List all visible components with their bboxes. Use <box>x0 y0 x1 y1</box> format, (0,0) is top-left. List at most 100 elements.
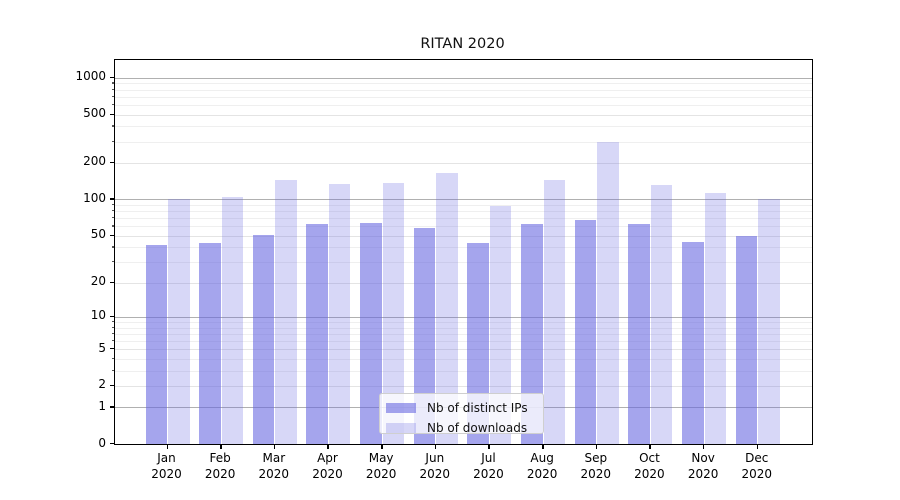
x-tick-label-jun: Jun 2020 <box>419 451 451 481</box>
bar-ips-oct <box>628 224 650 444</box>
bar-downloads-apr <box>328 184 351 444</box>
y-minor-tick-mark-6 <box>111 339 114 342</box>
bar-ips-jun <box>413 227 436 444</box>
y-tick-label-10: 10 <box>90 308 106 323</box>
gridline-600 <box>115 104 812 106</box>
bar-downloads-mar <box>275 180 297 444</box>
y-minor-tick-mark-30 <box>111 260 114 263</box>
y-minor-tick-mark-400 <box>111 125 114 127</box>
gridline-100 <box>115 199 812 201</box>
legend-item-distinct-ips: Nb of distinct IPs <box>380 398 543 418</box>
x-tick-mark-jan <box>166 444 168 450</box>
bar-downloads-jun <box>436 172 458 444</box>
gridline-90 <box>115 204 812 206</box>
y-minor-tick-mark-60 <box>111 225 114 227</box>
legend-item-downloads: Nb of downloads <box>380 418 543 438</box>
gridline-400 <box>115 126 812 128</box>
y-tick-mark-2 <box>109 384 114 387</box>
y-minor-tick-mark-9 <box>111 320 114 323</box>
bar-ips-apr <box>306 224 328 444</box>
x-tick-mark-oct <box>649 444 651 450</box>
y-tick-mark-1 <box>109 406 114 408</box>
y-minor-tick-mark-90 <box>111 203 114 206</box>
gridline-200 <box>115 162 812 164</box>
y-minor-tick-mark-800 <box>111 88 114 91</box>
y-minor-tick-mark-40 <box>111 246 114 248</box>
bar-downloads-aug <box>543 180 566 444</box>
x-tick-mark-sep <box>595 444 598 450</box>
legend-swatch-downloads <box>386 423 416 433</box>
x-tick-label-nov: Nov 2020 <box>687 451 719 481</box>
gridline-5 <box>115 349 812 351</box>
y-tick-mark-5 <box>109 348 114 350</box>
y-minor-tick-mark-4 <box>111 357 114 360</box>
x-tick-label-dec: Dec 2020 <box>741 451 773 481</box>
bar-ips-may <box>360 222 382 444</box>
y-minor-tick-mark-700 <box>111 95 114 98</box>
bar-downloads-nov <box>704 193 727 444</box>
y-tick-mark-20 <box>109 281 114 284</box>
legend: Nb of distinct IPs Nb of downloads <box>379 393 544 435</box>
y-minor-tick-mark-8 <box>111 326 114 328</box>
x-tick-label-jan: Jan 2020 <box>151 451 182 481</box>
gridline-20 <box>115 282 812 284</box>
y-tick-label-1: 1 <box>98 398 106 413</box>
bar-ips-aug <box>521 224 543 444</box>
y-minor-tick-mark-900 <box>111 82 114 84</box>
bar-ips-sep <box>574 219 597 444</box>
x-tick-label-jul: Jul 2020 <box>473 451 504 481</box>
gridline-9 <box>115 321 812 323</box>
plot-area <box>114 59 813 445</box>
y-minor-tick-mark-600 <box>111 103 114 106</box>
x-tick-label-may: May 2020 <box>365 451 397 481</box>
gridline-700 <box>115 96 812 98</box>
chart-title: RITAN 2020 <box>420 36 505 52</box>
bar-ips-nov <box>682 242 704 444</box>
gridline-80 <box>115 211 812 213</box>
y-minor-tick-mark-80 <box>111 210 114 212</box>
x-tick-mark-jun <box>434 444 437 450</box>
x-tick-label-aug: Aug 2020 <box>526 451 558 481</box>
y-minor-tick-mark-70 <box>111 217 114 219</box>
y-tick-label-0: 0 <box>98 435 106 450</box>
y-tick-mark-200 <box>109 161 114 164</box>
y-tick-label-200: 200 <box>83 154 106 169</box>
y-tick-mark-1000 <box>109 76 114 79</box>
legend-label-downloads: Nb of downloads <box>427 421 528 435</box>
x-tick-label-sep: Sep 2020 <box>580 451 612 481</box>
y-tick-mark-50 <box>109 234 114 236</box>
gridline-300 <box>115 141 812 143</box>
x-tick-label-feb: Feb 2020 <box>204 451 236 481</box>
bar-downloads-oct <box>650 185 673 444</box>
bar-downloads-may <box>382 182 405 444</box>
bar-downloads-feb <box>221 196 244 444</box>
y-tick-label-1000: 1000 <box>75 69 106 84</box>
gridline-500 <box>115 114 812 116</box>
x-tick-mark-mar <box>273 444 276 450</box>
y-tick-label-2: 2 <box>98 377 106 392</box>
gridline-900 <box>115 83 812 85</box>
gridline-3 <box>115 370 812 372</box>
y-tick-mark-500 <box>109 113 114 115</box>
bar-downloads-jul <box>489 206 512 444</box>
gridline-800 <box>115 89 812 91</box>
x-tick-mark-may <box>381 444 383 450</box>
x-tick-mark-dec <box>756 444 759 450</box>
gridline-7 <box>115 333 812 335</box>
y-tick-label-50: 50 <box>90 227 106 242</box>
y-tick-label-20: 20 <box>90 274 106 289</box>
x-tick-label-mar: Mar 2020 <box>258 451 290 481</box>
x-tick-mark-aug <box>542 444 544 450</box>
y-tick-label-500: 500 <box>83 106 106 120</box>
bar-downloads-dec <box>758 199 780 444</box>
gridline-2 <box>115 385 812 387</box>
bar-ips-jan <box>145 244 167 444</box>
x-tick-mark-apr <box>327 444 329 450</box>
gridline-60 <box>115 226 812 228</box>
gridline-10 <box>115 316 812 318</box>
gridline-6 <box>115 340 812 342</box>
y-minor-tick-mark-7 <box>111 332 114 335</box>
y-tick-mark-0 <box>109 443 114 445</box>
legend-swatch-ips <box>386 403 416 413</box>
